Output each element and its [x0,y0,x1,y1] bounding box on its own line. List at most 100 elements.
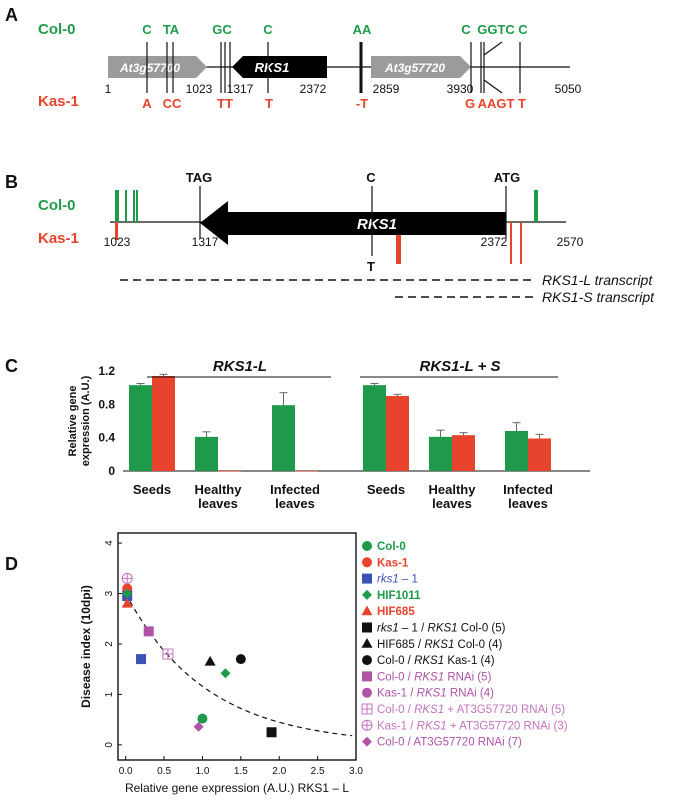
legend-entry-part: + AT3G57720 RNAi (5) [444,704,565,716]
d-xtick-label: 0.0 [119,766,133,777]
d-point [193,721,204,732]
legend-entry-part: Col-0 / [377,704,414,716]
c-group-label: RKS1-L + S [420,358,501,375]
d-point [121,597,133,608]
c-group-label: RKS1-L [213,358,267,375]
legend-entry-part: RNAi (4) [447,688,494,700]
col0-snp-3: GC [212,22,232,37]
legend-entry-label: Col-0 [377,541,406,553]
coords-b: 1023 1317 2372 2570 [104,235,584,249]
d-xtick-label: 1.5 [234,766,248,777]
d-plot-frame [117,532,357,761]
kas1-label-a: Kas-1 [38,93,79,110]
coord-b-4: 2570 [557,235,584,249]
d-point [122,583,133,594]
d-point [136,654,147,665]
col0-snp-2: TA [163,22,180,37]
gene-arrow-at3g57720 [371,56,471,78]
c-bar-col0 [429,436,452,471]
legend-entry-part: – 1 [399,574,418,586]
panel-d: D 0.0 0.5 1.0 1.5 2.0 2.5 3.0 0 1 2 3 4 Relative gen… [5,532,568,795]
coord-b-1: 1023 [104,235,131,249]
c-category-label: Healthy [429,482,477,497]
legend-marker [362,655,372,666]
c-bar-kas1 [218,471,241,472]
kas1-snp-2: CC [163,96,182,111]
panel-b: B Col-0 Kas-1 RKS1 TAG [5,170,655,305]
coord-a-5: 2859 [373,82,400,96]
d-point-shape [121,597,133,608]
codon-c: C [366,170,376,185]
kas1-variant-bars [115,222,522,264]
legend-entry-part: HIF685 [377,606,415,618]
c-bar-kas1 [386,396,409,471]
legend-entry-part: rks1 [377,623,399,635]
c-category-label: leaves [508,496,548,511]
d-point [162,648,174,660]
snp-marks-a [146,41,521,94]
legend-entry-part: Kas-1 / [377,688,417,700]
c-ylabel-line: Relative gene [67,386,79,457]
c-category-label: Seeds [367,482,405,497]
panel-a: A Col-0 Kas-1 At3g57700 RKS1 At3g57720 [5,5,582,111]
c-ylabel-line: expression (A.U.) [80,375,92,466]
d-point [204,655,216,666]
gene-label-at3g57720: At3g57720 [384,61,445,75]
coord-b-3: 2372 [481,235,508,249]
c-ytick-label: 1.2 [98,364,115,378]
c-ytick-label: 0.4 [98,431,115,445]
legend-entry-label: Kas-1 / RKS1 + AT3G57720 RNAi (3) [377,720,568,732]
kas1-snp-8: T [518,96,526,111]
d-point [220,668,231,679]
legend-entry-label: rks1 – 1 / RKS1 Col-0 (5) [377,623,506,635]
d-ylabel: Disease index (10dpi) [79,585,93,708]
legend-marker [362,573,372,584]
c-ytick-label: 0.8 [98,397,115,411]
legend-entry-part: + AT3G57720 RNAi (3) [447,720,568,732]
legend-entry-part: RNAi (5) [444,671,491,683]
panel-d-label: D [5,554,18,574]
d-trend-curve [125,593,353,737]
kas1-snp-1: A [142,96,152,111]
col0-snp-1: C [142,22,152,37]
codon-labels: TAG C ATG T [186,170,520,274]
kas1-snp-3: TT [217,96,233,111]
d-ytick-label: 3 [104,590,115,596]
legend-marker [361,719,373,731]
legend-marker-shape [361,638,373,648]
d-xlabel: Relative gene expression (A.U.) RKS1 – L [125,781,349,795]
gene-label-at3g57700: At3g57700 [119,61,180,75]
d-point [122,588,133,599]
kas1-snp-7: AAGT [478,96,515,111]
legend-entry-part: – 1 / [399,623,428,635]
gene-arrow-rks1-b [200,201,506,245]
rks1-s-transcript-label: RKS1-S transcript [542,289,655,305]
legend-entry-part: HIF685 / [377,639,424,651]
legend-entry-part: Col-0 / [377,671,414,683]
d-point [143,626,154,637]
legend-entry-part: Col-0 (5) [458,623,506,635]
legend-entry-label: Kas-1 [377,557,409,569]
legend-marker-shape [362,655,372,666]
d-point [121,572,133,584]
legend-entry-part: HIF1011 [377,590,421,602]
c-bar-kas1 [152,376,175,471]
coord-a-4: 2372 [300,82,327,96]
legend-d: Col-0 Kas-1 rks1 – 1 HIF1011 HIF685 rks1 – 1 … [361,541,568,749]
d-point [266,727,277,738]
c-category-label: Infected [503,482,553,497]
d-ytick-label: 1 [104,691,115,697]
c-category-label: leaves [198,496,238,511]
legend-entry-part: RKS1 [414,671,444,683]
legend-marker [362,736,372,747]
d-ytick-label: 0 [104,742,115,748]
legend-marker [362,589,372,600]
legend-entry-part: RKS1 [417,720,447,732]
d-point-shape [220,668,231,679]
legend-entry-part: RKS1 [417,688,447,700]
c-bar-col0 [363,385,386,471]
col0-snp-8: C [518,22,528,37]
legend-marker [361,703,373,715]
legend-marker-shape [362,671,372,682]
legend-marker-shape [362,557,372,568]
